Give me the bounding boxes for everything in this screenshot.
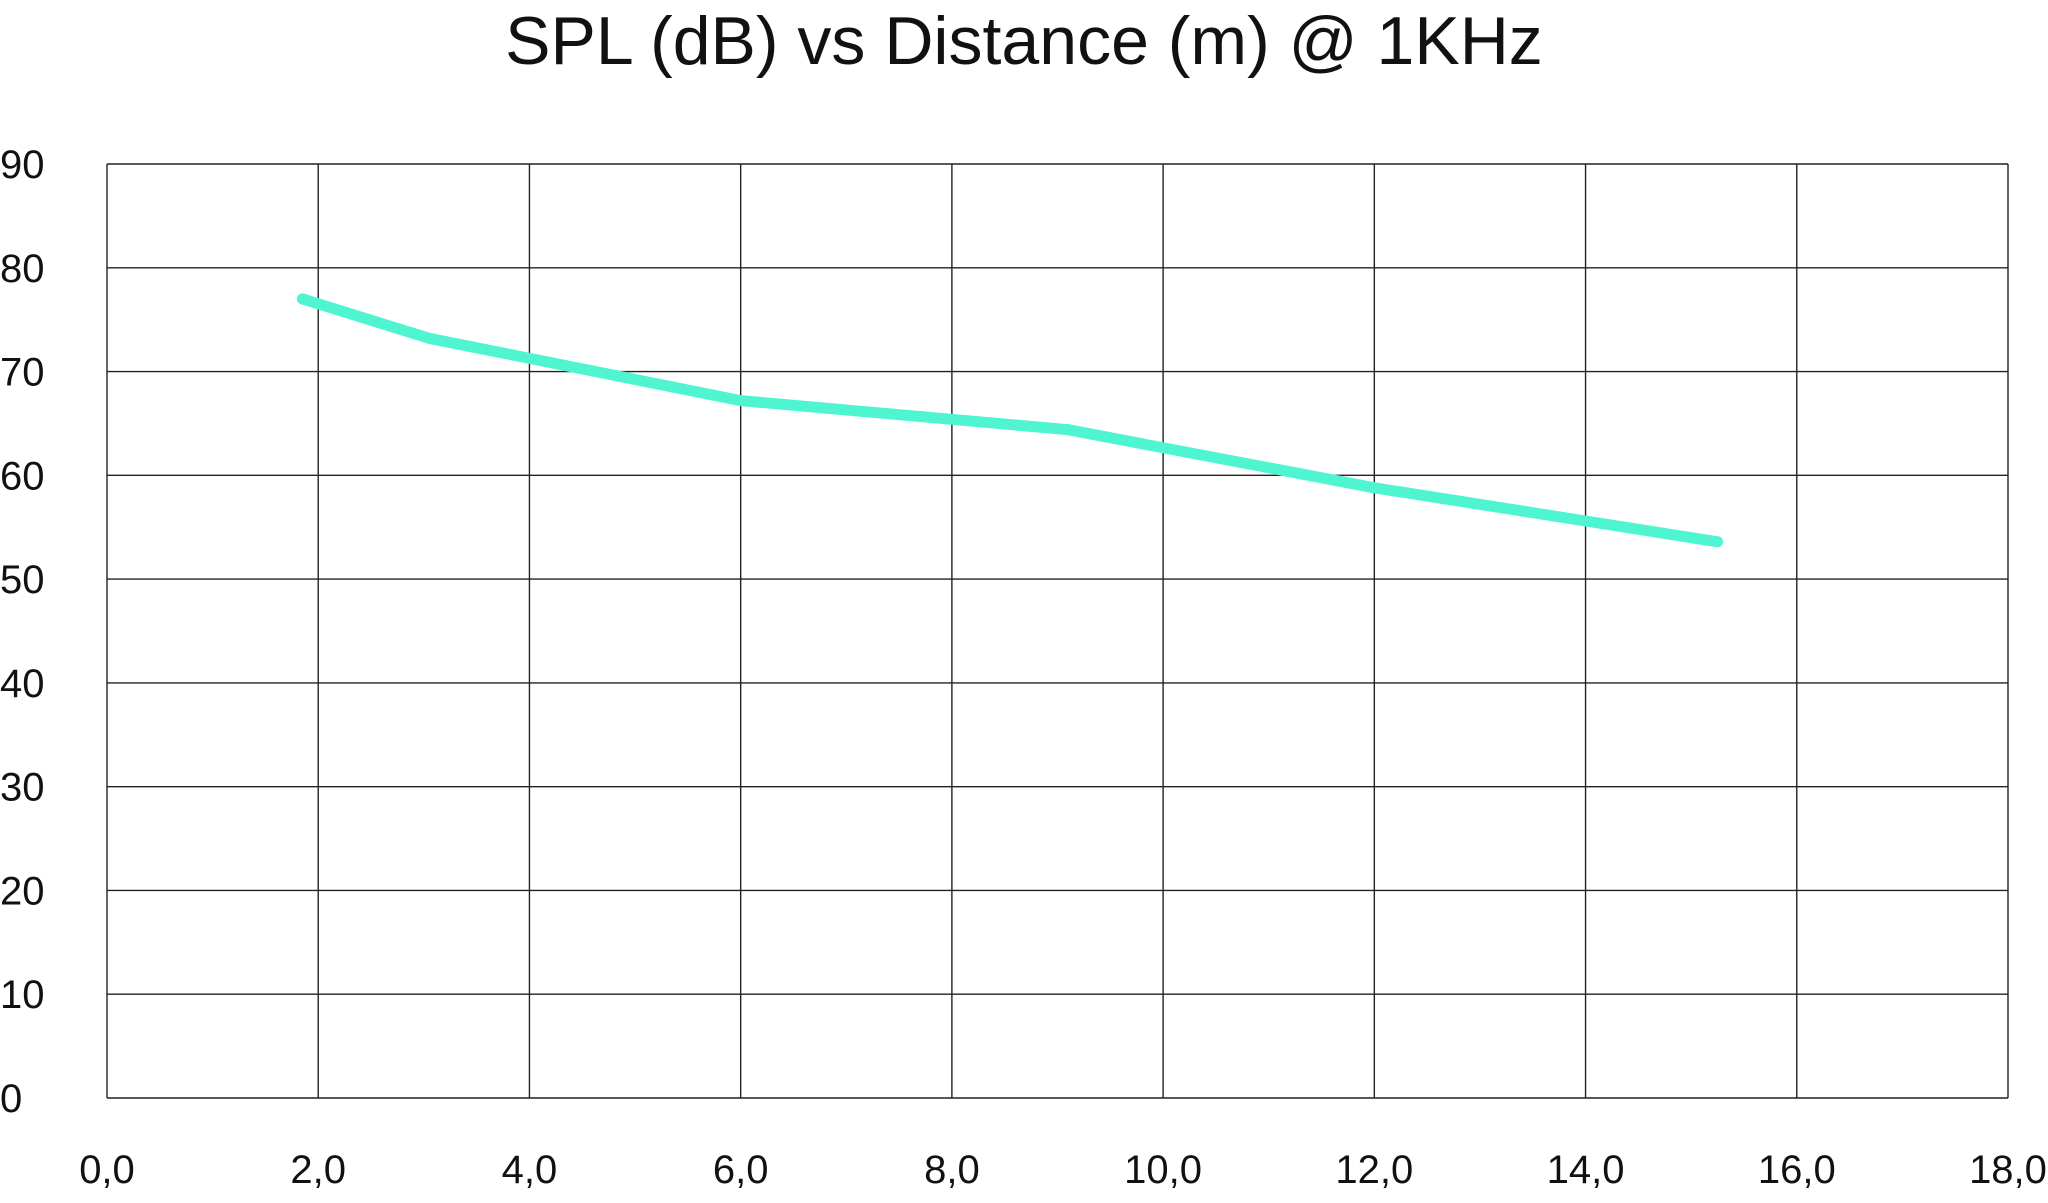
data-point bbox=[735, 395, 747, 407]
x-tick-label: 10,0 bbox=[1124, 1148, 1202, 1192]
x-tick-label: 2,0 bbox=[290, 1148, 346, 1192]
data-point bbox=[1712, 536, 1724, 548]
x-tick-label: 16,0 bbox=[1758, 1148, 1836, 1192]
y-tick-label: 30 bbox=[0, 766, 45, 810]
y-axis-ticks: 0 10 20 30 40 50 60 70 80 90 bbox=[0, 143, 45, 1121]
x-tick-label: 8,0 bbox=[924, 1148, 980, 1192]
data-point bbox=[1580, 515, 1592, 527]
data-point bbox=[296, 293, 308, 305]
x-tick-label: 12,0 bbox=[1335, 1148, 1413, 1192]
y-tick-label: 80 bbox=[0, 247, 45, 291]
y-tick-label: 90 bbox=[0, 143, 45, 187]
data-point bbox=[423, 332, 435, 344]
y-tick-label: 60 bbox=[0, 454, 45, 498]
series-line bbox=[300, 293, 1719, 548]
x-tick-label: 18,0 bbox=[1969, 1148, 2047, 1192]
x-axis-ticks: 0,0 2,0 4,0 6,0 8,0 10,0 12,0 14,0 16,0 18,0 bbox=[79, 1148, 2047, 1192]
y-tick-label: 70 bbox=[0, 351, 45, 395]
y-tick-label: 50 bbox=[0, 558, 45, 602]
series-group bbox=[296, 293, 1724, 548]
x-tick-label: 14,0 bbox=[1547, 1148, 1625, 1192]
grid bbox=[106, 163, 2009, 1099]
y-tick-label: 20 bbox=[0, 869, 45, 913]
chart-title: SPL (dB) vs Distance (m) @ 1KHz bbox=[505, 3, 1543, 79]
y-tick-label: 10 bbox=[0, 973, 45, 1017]
y-tick-label: 40 bbox=[0, 662, 45, 706]
x-tick-label: 0,0 bbox=[79, 1148, 135, 1192]
y-tick-label: 0 bbox=[0, 1077, 22, 1121]
x-tick-label: 6,0 bbox=[713, 1148, 769, 1192]
data-point bbox=[1368, 482, 1380, 494]
x-tick-label: 4,0 bbox=[502, 1148, 558, 1192]
data-point bbox=[1062, 424, 1074, 436]
